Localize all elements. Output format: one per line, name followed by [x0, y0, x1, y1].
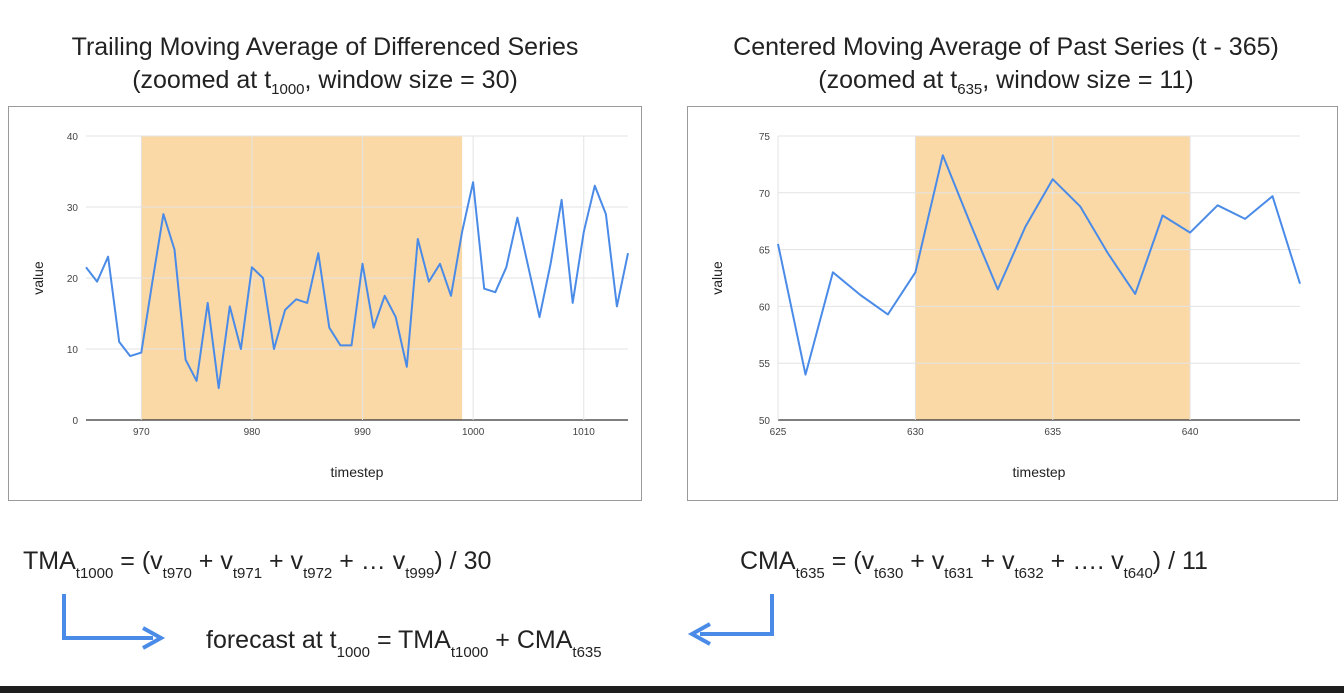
- right-y-tick-label: 75: [759, 132, 771, 143]
- left-x-axis-label: timestep: [331, 464, 384, 480]
- right-title-line1: Centered Moving Average of Past Series (…: [733, 33, 1279, 61]
- right-line-chart: 50 55 60 65 70 75 625 630 635 640 timestep value: [709, 132, 1301, 480]
- right-series-line: [777, 154, 1301, 376]
- left-y-tick-label: 0: [72, 416, 78, 427]
- right-x-tick-label: 640: [1182, 427, 1199, 438]
- left-y-tick-label: 10: [67, 345, 79, 356]
- left-x-tick-label: 1000: [462, 427, 485, 438]
- right-y-tick-label: 60: [759, 302, 771, 313]
- left-x-tick-label: 1010: [573, 427, 596, 438]
- right-x-tick-label: 625: [770, 427, 787, 438]
- right-chart-frame: 50 55 60 65 70 75 625 630 635 640 timestep value: [687, 106, 1338, 501]
- left-chart-title: Trailing Moving Average of Differenced S…: [0, 31, 650, 100]
- left-x-tick-label: 980: [244, 427, 261, 438]
- right-chart-title: Centered Moving Average of Past Series (…: [676, 31, 1336, 100]
- right-y-tick-label: 65: [759, 246, 771, 257]
- left-y-tick-label: 20: [67, 274, 79, 285]
- left-y-tick-label: 30: [67, 203, 79, 214]
- left-title-line1: Trailing Moving Average of Differenced S…: [71, 33, 579, 61]
- cma-formula: CMAt635 = (vt630 + vt631 + vt632 + …. vt…: [740, 547, 1208, 582]
- left-x-tick-label: 990: [354, 427, 371, 438]
- right-x-tick-label: 635: [1044, 427, 1061, 438]
- right-y-tick-label: 55: [759, 359, 771, 370]
- tma-formula: TMAt1000 = (vt970 + vt971 + vt972 + … vt…: [23, 547, 492, 582]
- left-series-line: [85, 181, 629, 390]
- right-y-tick-label: 50: [759, 416, 771, 427]
- right-arrow-icon: [687, 594, 774, 646]
- right-y-tick-label: 70: [759, 189, 771, 200]
- right-x-tick-label: 630: [907, 427, 924, 438]
- right-title-line2: (zoomed at t635, window size = 11): [818, 66, 1194, 98]
- forecast-formula: forecast at t1000 = TMAt1000 + CMAt635: [206, 626, 602, 661]
- right-x-axis-label: timestep: [1013, 464, 1066, 480]
- left-y-axis-label: value: [30, 261, 46, 295]
- left-line-chart: 0 10 20 30 40 970 980 990 1000 1010 timestep value: [30, 132, 629, 480]
- bottom-bar: [0, 686, 1344, 693]
- left-y-tick-label: 40: [67, 132, 79, 143]
- left-arrow-icon: [62, 594, 166, 650]
- left-title-line2: (zoomed at t1000, window size = 30): [132, 66, 518, 98]
- left-x-tick-label: 970: [133, 427, 150, 438]
- right-y-axis-label: value: [709, 261, 725, 295]
- left-chart-frame: 0 10 20 30 40 970 980 990 1000 1010 timestep value: [8, 106, 642, 501]
